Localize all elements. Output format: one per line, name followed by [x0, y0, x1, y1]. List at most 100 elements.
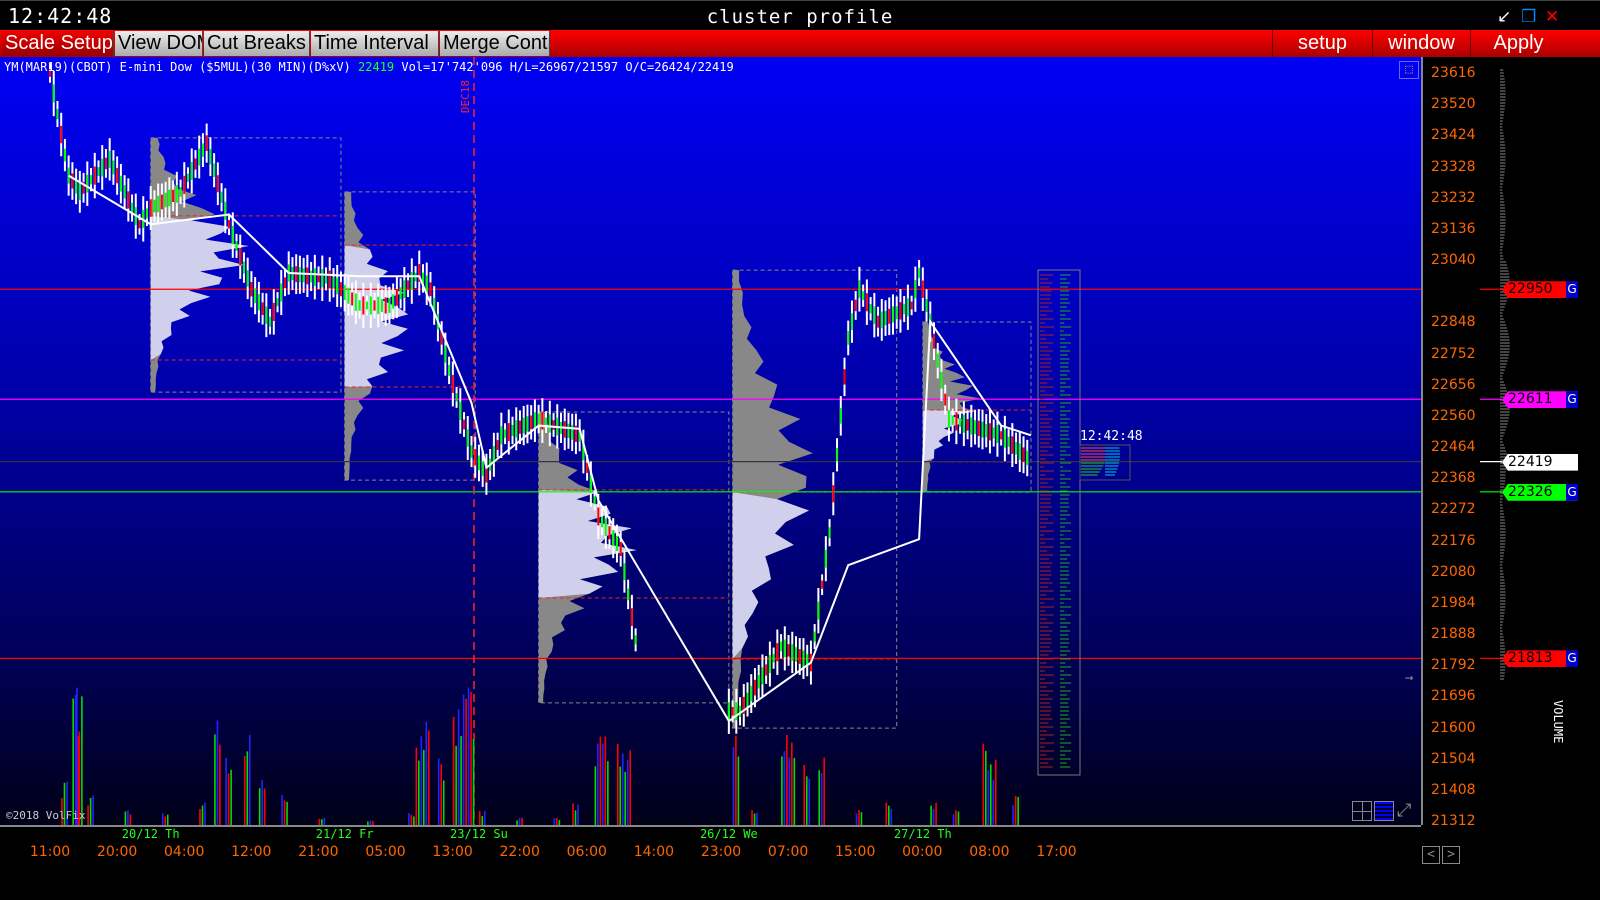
price-level-tag[interactable]: 22419	[1502, 453, 1578, 471]
volume-bar	[470, 691, 472, 825]
time-interval-button[interactable]: Time Interval	[311, 31, 439, 56]
view-dom-button[interactable]: View DOM	[115, 31, 203, 56]
volume-bar	[957, 811, 960, 825]
scroll-right-button[interactable]: >	[1442, 846, 1460, 864]
price-level-tag[interactable]: 22611 G	[1502, 391, 1578, 409]
scroll-right-arrow-icon[interactable]: →	[1405, 670, 1414, 686]
volume-bar	[597, 743, 599, 825]
volume-bar	[437, 758, 440, 825]
volume-bar	[516, 820, 518, 825]
merge-contracts-button[interactable]: Merge Contr	[440, 31, 550, 56]
volume-bar	[281, 795, 283, 825]
volume-bar	[369, 820, 372, 825]
price-level-tag[interactable]: 22326 G	[1502, 483, 1578, 501]
volume-bar	[992, 780, 995, 825]
volume-bar	[367, 821, 369, 825]
volume-bar	[756, 812, 758, 825]
minimize-icon[interactable]: ↙	[1497, 7, 1512, 27]
live-clock: 12:42:48	[1080, 429, 1143, 444]
title-bar: 12:42:48 cluster profile ↙ ❐ ✕	[0, 0, 1600, 30]
time-axis[interactable]: 11:00 20:00 04:00 12:00 21:00 05:00 13:00 22:00…	[0, 825, 1421, 869]
volume-bar	[418, 760, 420, 825]
price-tick-label: 21792	[1431, 657, 1476, 674]
price-tick-label: 21696	[1431, 688, 1476, 705]
time-tick-label: 00:00	[902, 844, 943, 860]
time-tick-label: 23:00	[700, 844, 742, 860]
volume-bar	[621, 753, 624, 825]
volume-bar	[616, 743, 619, 825]
volume-bar	[820, 772, 823, 825]
volume-bar	[753, 813, 756, 825]
setup-button[interactable]: setup	[1272, 30, 1372, 57]
scale-setup-button[interactable]: Scale Setup	[2, 31, 114, 56]
close-icon[interactable]: ✕	[1545, 7, 1560, 27]
volume-bar	[574, 810, 577, 825]
value-area-profile	[732, 492, 809, 659]
instrument-info: YM(MAR19)(CBOT) E-mini Dow ($5MUL)(30 MI…	[4, 60, 734, 74]
tag-icon[interactable]: ⬚	[1399, 61, 1419, 79]
toolbar: Scale Setup View DOM Cut Breaks Time Int…	[0, 30, 1600, 57]
volume-bar	[230, 769, 232, 825]
time-tick-label: 05:00	[365, 844, 406, 860]
profile-toggle-icon[interactable]	[1374, 801, 1394, 821]
grid-icon[interactable]	[1352, 801, 1372, 821]
volume-bar	[87, 805, 89, 825]
price-axis[interactable]: 23616 23520 23424 23328 23232 23136 23040 22848…	[1421, 57, 1501, 829]
value-area-profile	[150, 215, 249, 360]
volume-bar	[786, 735, 788, 825]
volume-bar	[323, 817, 326, 825]
volume-bar	[164, 816, 166, 825]
volume-bar	[808, 778, 811, 825]
time-tick-label: 21:00	[298, 844, 339, 860]
g-badge: G	[1566, 650, 1578, 668]
restore-icon[interactable]: ❐	[1521, 7, 1537, 27]
price-level-tag[interactable]: 21813 G	[1502, 650, 1578, 668]
volume-bar	[61, 798, 63, 825]
time-tick-label: 08:00	[969, 844, 1010, 860]
volume-bar	[577, 804, 579, 825]
volume-bar	[81, 696, 83, 825]
apply-button[interactable]: Apply	[1470, 30, 1566, 57]
volume-bar	[478, 810, 481, 825]
price-tick-label: 23232	[1431, 189, 1476, 206]
volume-bar	[989, 764, 992, 825]
price-tick-label: 23040	[1431, 252, 1476, 268]
volume-bar	[553, 817, 556, 825]
expand-icon[interactable]: ⤢	[1397, 800, 1412, 821]
volume-bar	[1014, 796, 1017, 825]
volume-bar	[465, 698, 467, 825]
scroll-left-button[interactable]: <	[1422, 846, 1440, 864]
price-tick-label: 21984	[1431, 594, 1476, 611]
g-badge: G	[1566, 483, 1578, 501]
date-label: 27/12 Th	[893, 827, 952, 841]
cluster-column	[1037, 269, 1081, 776]
volume-bar	[793, 758, 796, 825]
volume-bar	[460, 735, 462, 825]
price-tick-label: 21600	[1431, 719, 1476, 736]
date-label: 26/12 We	[699, 827, 758, 841]
volume-bar	[413, 816, 415, 825]
volume-bar	[935, 802, 937, 825]
volume-bar	[858, 810, 860, 825]
cut-breaks-button[interactable]: Cut Breaks	[204, 31, 310, 56]
time-tick-label: 22:00	[499, 844, 540, 860]
volume-bar	[619, 766, 622, 825]
volume-bar	[952, 814, 955, 825]
window-button[interactable]: window	[1372, 30, 1470, 57]
mini-profile-box	[1079, 444, 1131, 481]
price-tick-label: 22464	[1431, 439, 1476, 455]
volume-bar	[408, 813, 410, 825]
volume-bar	[781, 756, 783, 825]
value-area-profile	[344, 245, 409, 387]
volume-bar	[415, 747, 418, 825]
value-area-profile	[922, 409, 975, 462]
date-label: 21/12 Fr	[315, 827, 374, 841]
chart-plot-area[interactable]	[0, 57, 1421, 825]
volume-bar	[788, 757, 791, 825]
stats: Vol=17'742'096 H/L=26967/21597 O/C=26424…	[401, 60, 734, 74]
volume-bar	[805, 776, 808, 825]
volume-bar	[321, 819, 323, 825]
price-tick-label: 22656	[1431, 376, 1476, 393]
price-level-tag[interactable]: 22950 G	[1502, 281, 1578, 299]
